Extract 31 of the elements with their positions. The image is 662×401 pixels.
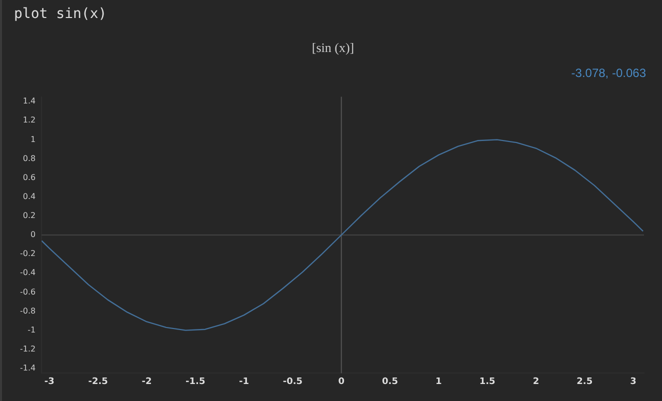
y-tick-label: 1.2: [22, 116, 36, 125]
y-tick-label: 0.8: [22, 154, 36, 163]
y-tick-label: -1.4: [20, 364, 36, 373]
y-tick-label: -1.2: [20, 344, 36, 354]
x-tick-label: 2: [532, 376, 540, 387]
x-tick-label: 1.5: [479, 376, 496, 387]
x-tick-label: 1: [436, 376, 442, 387]
x-tick-label: -1: [239, 376, 250, 387]
y-tick-label: -0.6: [20, 287, 36, 296]
y-tick-label: -0.2: [20, 249, 36, 258]
y-tick-label: 1.4: [22, 96, 36, 106]
y-tick-label: 0.2: [22, 211, 36, 220]
x-tick-label: -0.5: [282, 376, 303, 387]
x-tick-label: 0: [338, 376, 344, 387]
x-tick-label: -2: [142, 376, 152, 387]
y-tick-label: 0.6: [22, 172, 36, 182]
text: -3.078, -0.063: [571, 66, 646, 80]
x-tick-label: -3: [44, 376, 54, 387]
x-tick-label: 2.5: [576, 376, 593, 387]
x-tick-label: -1.5: [186, 376, 206, 387]
y-tick-label: 0: [30, 230, 36, 240]
y-tick-label: -0.4: [20, 268, 36, 278]
x-tick-label: 3: [630, 376, 636, 387]
y-tick-label: -0.8: [20, 306, 36, 316]
x-tick-label: -2.5: [88, 376, 108, 387]
chart-subtitle: [sin (x)]: [310, 40, 356, 56]
chart-title: plot sin(x): [14, 6, 107, 22]
y-tick-label: -1: [28, 325, 36, 334]
x-tick-label: 0.5: [382, 376, 398, 387]
y-tick-label: 1: [30, 134, 36, 144]
y-tick-label: 0.4: [22, 192, 36, 201]
